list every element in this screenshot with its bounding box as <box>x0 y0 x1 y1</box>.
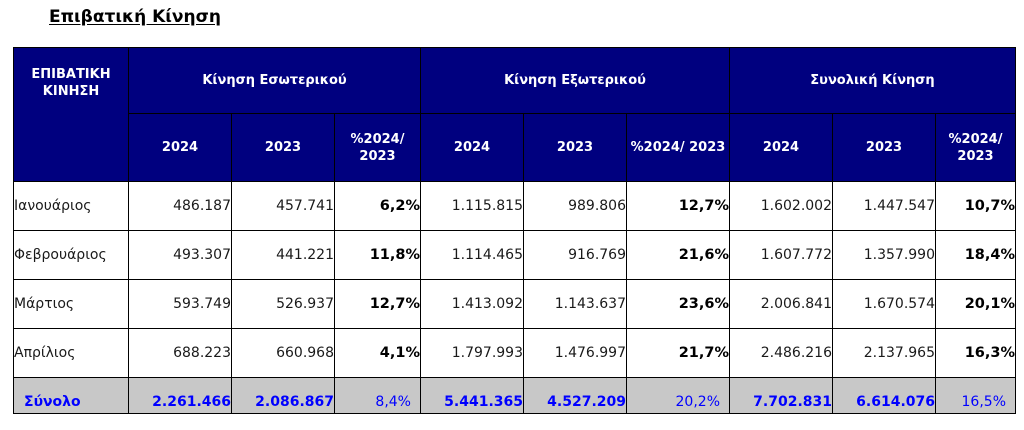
international-2023-cell: 916.769 <box>523 230 627 280</box>
international-pct-cell: 21,6% <box>626 230 730 280</box>
table-row: Φεβρουάριος 493.307 441.221 11,8% 1.114.… <box>13 230 1016 280</box>
international-2023-cell: 1.143.637 <box>523 279 627 329</box>
domestic-2023-cell: 441.221 <box>231 230 335 280</box>
international-2024-cell: 1.413.092 <box>420 279 524 329</box>
table-row: Μάρτιος 593.749 526.937 12,7% 1.413.092 … <box>13 279 1016 329</box>
domestic-pct-cell: 6,2% <box>334 181 421 231</box>
domestic-pct-cell: 11,8% <box>334 230 421 280</box>
col-header-2024: 2024 <box>128 113 232 182</box>
international-pct-cell: 21,7% <box>626 328 730 378</box>
col-header-2023: 2023 <box>832 113 936 182</box>
total-2024-cell: 2.006.841 <box>729 279 833 329</box>
international-2024-cell: 1.797.993 <box>420 328 524 378</box>
domestic-2023-cell: 457.741 <box>231 181 335 231</box>
totals-international-2023: 4.527.209 <box>523 377 627 414</box>
totals-row: Σύνολο 2.261.466 2.086.867 8,4% 5.441.36… <box>13 377 1016 414</box>
international-2024-cell: 1.115.815 <box>420 181 524 231</box>
col-header-2023: 2023 <box>523 113 627 182</box>
total-2023-cell: 2.137.965 <box>832 328 936 378</box>
totals-international-2024: 5.441.365 <box>420 377 524 414</box>
total-2023-cell: 1.447.547 <box>832 181 936 231</box>
totals-domestic-2023: 2.086.867 <box>231 377 335 414</box>
col-header-pct: %2024/ 2023 <box>935 113 1016 182</box>
totals-total-pct: 16,5% <box>935 377 1016 414</box>
total-2023-cell: 1.670.574 <box>832 279 936 329</box>
col-header-pct: %2024/ 2023 <box>626 113 730 182</box>
international-2023-cell: 1.476.997 <box>523 328 627 378</box>
totals-label: Σύνολο <box>13 377 129 414</box>
header-group-row: ΕΠΙΒΑΤΙΚΗ ΚΙΝΗΣΗ Κίνηση Εσωτερικού Κίνησ… <box>13 47 1016 182</box>
month-cell: Απρίλιος <box>13 328 129 378</box>
totals-domestic-pct: 8,4% <box>334 377 421 414</box>
international-2023-cell: 989.806 <box>523 181 627 231</box>
international-2024-cell: 1.114.465 <box>420 230 524 280</box>
totals-total-2023: 6.614.076 <box>832 377 936 414</box>
group-header-international: Κίνηση Εξωτερικού <box>420 47 730 114</box>
header-years-row: 2024 2023 %2024/ 2023 2024 2023 %2024/ 2… <box>14 113 1016 182</box>
domestic-pct-cell: 12,7% <box>334 279 421 329</box>
total-pct-cell: 20,1% <box>935 279 1016 329</box>
table-row: Ιανουάριος 486.187 457.741 6,2% 1.115.81… <box>13 181 1016 231</box>
col-header-2024: 2024 <box>420 113 524 182</box>
international-pct-cell: 12,7% <box>626 181 730 231</box>
passenger-traffic-table: ΕΠΙΒΑΤΙΚΗ ΚΙΝΗΣΗ Κίνηση Εσωτερικού Κίνησ… <box>13 47 1016 414</box>
international-pct-cell: 23,6% <box>626 279 730 329</box>
table-row: Απρίλιος 688.223 660.968 4,1% 1.797.993 … <box>13 328 1016 378</box>
month-cell: Μάρτιος <box>13 279 129 329</box>
col-header-2023: 2023 <box>231 113 335 182</box>
corner-header: ΕΠΙΒΑΤΙΚΗ ΚΙΝΗΣΗ <box>13 47 129 182</box>
domestic-2024-cell: 593.749 <box>128 279 232 329</box>
col-header-pct: %2024/ 2023 <box>334 113 421 182</box>
total-2024-cell: 1.602.002 <box>729 181 833 231</box>
month-cell: Ιανουάριος <box>13 181 129 231</box>
total-2023-cell: 1.357.990 <box>832 230 936 280</box>
totals-domestic-2024: 2.261.466 <box>128 377 232 414</box>
total-2024-cell: 2.486.216 <box>729 328 833 378</box>
domestic-2023-cell: 660.968 <box>231 328 335 378</box>
group-header-total: Συνολική Κίνηση <box>729 47 1016 114</box>
month-cell: Φεβρουάριος <box>13 230 129 280</box>
total-pct-cell: 10,7% <box>935 181 1016 231</box>
total-pct-cell: 16,3% <box>935 328 1016 378</box>
totals-international-pct: 20,2% <box>626 377 730 414</box>
domestic-2024-cell: 688.223 <box>128 328 232 378</box>
domestic-2024-cell: 493.307 <box>128 230 232 280</box>
totals-total-2024: 7.702.831 <box>729 377 833 414</box>
group-header-domestic: Κίνηση Εσωτερικού <box>128 47 421 114</box>
col-header-2024: 2024 <box>729 113 833 182</box>
total-pct-cell: 18,4% <box>935 230 1016 280</box>
domestic-2024-cell: 486.187 <box>128 181 232 231</box>
domestic-2023-cell: 526.937 <box>231 279 335 329</box>
domestic-pct-cell: 4,1% <box>334 328 421 378</box>
total-2024-cell: 1.607.772 <box>729 230 833 280</box>
page-title: Επιβατική Κίνηση <box>49 7 221 27</box>
